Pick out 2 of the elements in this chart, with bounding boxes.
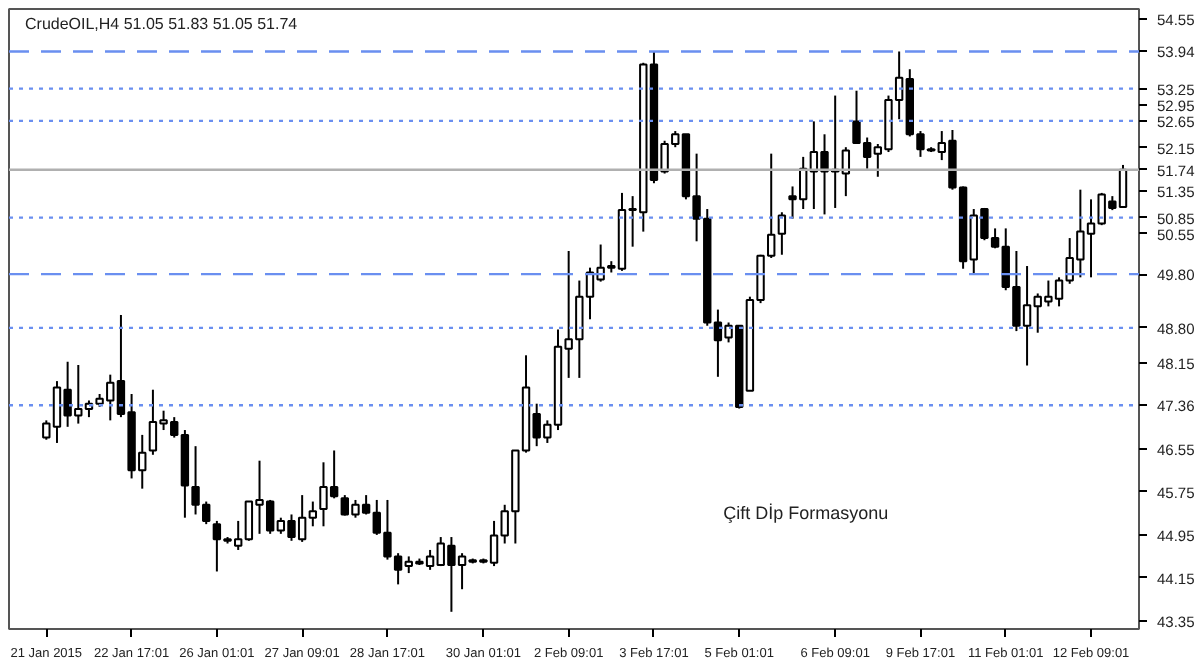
annotation: Çift Dİp Formasyonu (723, 503, 889, 524)
chart-title: CrudeOIL,H4 51.05 51.83 51.05 51.74 (25, 15, 299, 33)
